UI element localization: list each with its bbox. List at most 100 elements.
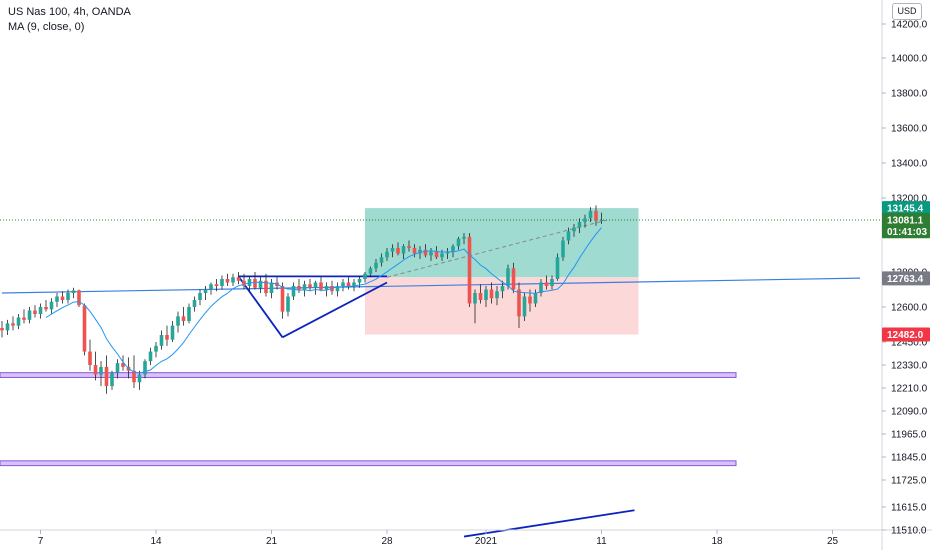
candle	[462, 233, 466, 245]
price-badge-label: 01:41:03	[887, 227, 927, 238]
trendline-5	[463, 509, 635, 538]
price-badge	[882, 201, 930, 216]
price-tick-label: 11615.0	[891, 503, 927, 514]
candle	[209, 282, 213, 295]
candle	[44, 300, 48, 312]
candle	[495, 286, 499, 306]
candle	[170, 321, 175, 342]
candle	[253, 272, 257, 290]
candle	[445, 247, 450, 260]
candle	[203, 286, 208, 300]
candle	[115, 359, 120, 379]
candle	[385, 247, 389, 261]
candle	[93, 351, 98, 381]
candle	[60, 291, 65, 304]
candle	[555, 253, 560, 281]
candle	[550, 275, 554, 290]
candle	[264, 273, 268, 297]
candle	[308, 279, 312, 292]
candle	[390, 244, 395, 258]
price-tick-label: 14000.0	[891, 54, 928, 65]
candle	[335, 282, 340, 297]
candle	[478, 284, 483, 304]
candle	[192, 296, 197, 312]
candle	[374, 259, 378, 272]
candle	[401, 244, 406, 260]
price-badge	[882, 327, 930, 342]
price-tick-label: 11510.0	[891, 526, 927, 537]
candle	[159, 330, 164, 350]
price-tick-label: 12450.0	[891, 338, 928, 349]
price-tick-label: 11965.0	[891, 430, 927, 441]
candle	[88, 339, 92, 371]
candle	[368, 266, 373, 278]
time-tick-label: 18	[711, 536, 723, 547]
candle	[511, 262, 516, 293]
candle	[148, 347, 153, 365]
candle	[137, 370, 142, 390]
candle	[66, 289, 70, 304]
price-tick-label: 11725.0	[891, 476, 927, 487]
price-badge	[882, 224, 930, 239]
price-badge-label: 13081.1	[887, 215, 924, 226]
candle	[500, 280, 505, 299]
candle	[319, 277, 323, 292]
candle	[38, 303, 43, 319]
time-tick-label: 7	[38, 536, 44, 547]
candle	[33, 305, 37, 318]
currency-button[interactable]: USD	[892, 3, 922, 20]
price-badge	[882, 212, 930, 227]
candle	[429, 247, 433, 261]
candle	[313, 280, 318, 295]
support-zone-2	[0, 460, 737, 467]
candle	[143, 359, 147, 379]
time-tick-label: 14	[150, 536, 162, 547]
candle	[412, 244, 417, 258]
candle	[324, 282, 329, 297]
candle	[561, 236, 565, 261]
candle	[302, 280, 307, 297]
candle	[407, 240, 411, 252]
price-badge-label: 12482.0	[887, 330, 924, 341]
time-tick-label: 25	[827, 536, 839, 547]
price-badge	[882, 271, 930, 286]
candle	[11, 316, 15, 331]
candle	[258, 275, 263, 293]
trendline-1	[1, 277, 861, 294]
candle	[121, 355, 125, 371]
candle	[572, 223, 576, 237]
candle	[297, 279, 301, 293]
time-tick-label: 11	[596, 536, 607, 547]
price-tick-label: 13400.0	[891, 159, 928, 170]
candle	[594, 205, 598, 226]
candle	[99, 361, 103, 387]
price-tick-label: 14200.0	[891, 20, 928, 31]
ma-indicator-label[interactable]: MA (9, close, 0)	[8, 21, 85, 33]
candle	[71, 287, 76, 299]
price-tick-label: 13800.0	[891, 89, 928, 100]
candle	[225, 273, 230, 286]
candle	[363, 272, 367, 283]
candle	[49, 298, 54, 314]
symbol-title[interactable]: US Nas 100, 4h, OANDA	[8, 6, 131, 18]
candle	[16, 314, 21, 330]
price-tick-label: 13200.0	[891, 194, 928, 205]
candle	[346, 277, 351, 290]
candle	[165, 325, 169, 346]
trendline-4	[237, 275, 284, 338]
candle	[539, 279, 543, 297]
candle	[473, 289, 477, 324]
candle	[214, 279, 219, 292]
candle	[176, 311, 180, 333]
candle	[357, 275, 362, 288]
trendline-2	[282, 281, 388, 339]
candle	[0, 321, 4, 338]
candle	[396, 242, 400, 256]
candle	[379, 253, 384, 267]
candle	[489, 282, 494, 304]
candle	[231, 273, 235, 286]
candle	[187, 303, 191, 324]
candle	[110, 370, 114, 390]
